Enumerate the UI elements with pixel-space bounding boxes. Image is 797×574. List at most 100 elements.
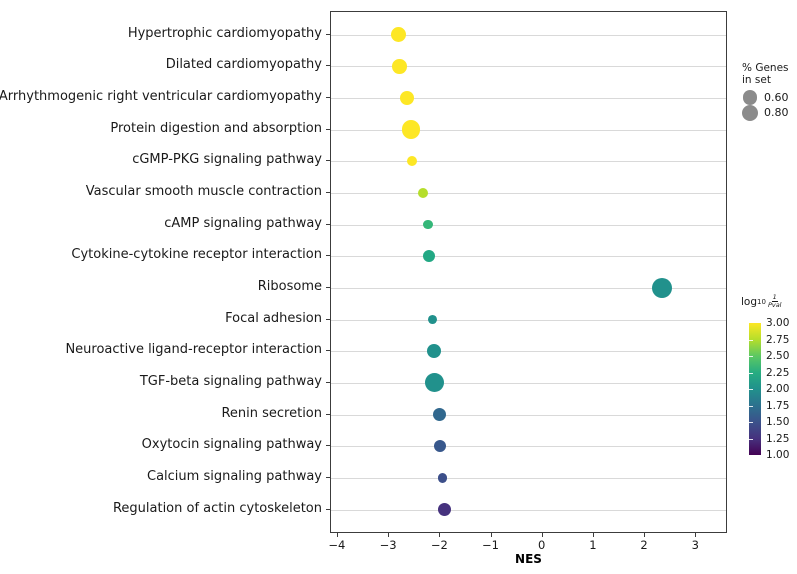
y-axis-label: Arrhythmogenic right ventricular cardiom… bbox=[0, 88, 322, 104]
x-tick-label: 0 bbox=[538, 538, 546, 552]
data-point-bubble bbox=[417, 187, 428, 198]
colorbar-tick-mark bbox=[749, 438, 753, 440]
y-tick-mark bbox=[326, 445, 330, 447]
colorbar-tick-mark bbox=[749, 372, 753, 374]
y-tick-mark bbox=[326, 350, 330, 352]
x-tick-mark bbox=[644, 533, 646, 537]
data-point-bubble bbox=[437, 473, 448, 483]
colorbar-tick-label: 1.50 bbox=[766, 416, 790, 428]
colorbar-tick-mark bbox=[749, 356, 753, 357]
gridline bbox=[331, 477, 726, 479]
plot-area bbox=[330, 11, 727, 533]
colorbar-title-denominator: Pval bbox=[767, 301, 782, 309]
size-legend-title-line1: % Genes bbox=[742, 62, 789, 74]
data-point-bubble bbox=[438, 503, 452, 517]
y-tick-mark bbox=[326, 223, 330, 225]
colorbar-tick-label: 1.75 bbox=[766, 399, 790, 412]
y-axis-label: Hypertrophic cardiomyopathy bbox=[127, 25, 322, 41]
colorbar-tick-mark bbox=[749, 389, 753, 390]
gridline bbox=[331, 161, 726, 163]
gridline bbox=[331, 414, 726, 416]
y-tick-mark bbox=[326, 508, 330, 510]
colorbar-title-fraction: 1 Pval bbox=[768, 294, 782, 309]
x-tick-label: −4 bbox=[328, 538, 346, 552]
colorbar-tick-mark bbox=[749, 422, 753, 423]
x-tick-mark bbox=[439, 533, 441, 537]
data-point-bubble bbox=[407, 156, 418, 167]
colorbar-title-numerator: 1 bbox=[771, 293, 778, 302]
colorbar-tick-label: 2.00 bbox=[766, 383, 790, 395]
y-axis-label: Cytokine-cytokine receptor interaction bbox=[71, 247, 322, 263]
gridline bbox=[331, 192, 726, 194]
data-point-bubble bbox=[434, 440, 447, 453]
gridline bbox=[331, 509, 726, 511]
x-tick-label: 1 bbox=[589, 538, 597, 552]
data-point-bubble bbox=[432, 407, 446, 422]
gridline bbox=[331, 382, 726, 384]
y-tick-mark bbox=[326, 128, 330, 130]
y-tick-mark bbox=[326, 255, 330, 257]
x-tick-mark bbox=[490, 533, 492, 537]
gridline bbox=[331, 287, 726, 289]
gridline bbox=[331, 34, 726, 36]
data-point-bubble bbox=[423, 219, 433, 230]
y-tick-mark bbox=[326, 286, 330, 288]
y-tick-mark bbox=[326, 65, 330, 67]
data-point-bubble bbox=[425, 373, 445, 393]
gridline bbox=[331, 446, 726, 448]
y-tick-mark bbox=[326, 160, 330, 162]
gridline bbox=[331, 224, 726, 226]
y-axis-label: cGMP-PKG signaling pathway bbox=[132, 152, 322, 168]
y-tick-mark bbox=[326, 476, 330, 478]
gridline bbox=[331, 129, 726, 131]
data-point-bubble bbox=[426, 344, 441, 359]
y-axis-label: Focal adhesion bbox=[225, 310, 322, 326]
y-axis-label: Ribosome bbox=[257, 278, 322, 294]
y-tick-mark bbox=[326, 381, 330, 383]
size-legend-circle bbox=[742, 90, 758, 105]
size-legend-label-060: 0.60 bbox=[764, 91, 789, 104]
colorbar-tick-label: 1.25 bbox=[766, 432, 790, 445]
y-tick-mark bbox=[326, 33, 330, 35]
colorbar-tick-mark bbox=[749, 405, 753, 407]
y-axis-label: Protein digestion and absorption bbox=[110, 120, 322, 136]
colorbar-tick-label: 2.75 bbox=[766, 333, 790, 346]
y-tick-mark bbox=[326, 413, 330, 415]
colorbar-tick-label: 2.50 bbox=[766, 350, 790, 362]
x-tick-mark bbox=[336, 533, 338, 537]
colorbar-tick-label: 1.00 bbox=[766, 449, 790, 461]
colorbar-tick-label: 2.25 bbox=[766, 366, 790, 379]
colorbar-tick-mark bbox=[749, 339, 753, 341]
x-tick-mark bbox=[695, 533, 697, 537]
x-tick-label: 3 bbox=[691, 538, 699, 552]
gridline bbox=[331, 319, 726, 321]
x-tick-label: −1 bbox=[482, 538, 499, 552]
data-point-bubble bbox=[399, 90, 415, 106]
data-point-bubble bbox=[423, 250, 436, 263]
y-axis-label: Vascular smooth muscle contraction bbox=[85, 183, 322, 199]
gridline bbox=[331, 256, 726, 258]
x-tick-label: −3 bbox=[379, 538, 397, 552]
data-point-bubble bbox=[427, 315, 437, 325]
y-axis-label: TGF-beta signaling pathway bbox=[139, 373, 322, 389]
colorbar-title-log: log bbox=[741, 295, 758, 308]
y-tick-mark bbox=[326, 191, 330, 193]
size-legend-title: % Genes in set bbox=[742, 62, 789, 86]
data-point-bubble bbox=[391, 26, 407, 43]
y-axis-label: Regulation of actin cytoskeleton bbox=[112, 500, 322, 516]
gridline bbox=[331, 66, 726, 68]
colorbar-tick-label: 3.00 bbox=[766, 317, 790, 329]
data-point-bubble bbox=[401, 120, 421, 139]
colorbar-title: log 10 1 Pval bbox=[741, 294, 782, 309]
y-axis-label: Dilated cardiomyopathy bbox=[165, 57, 322, 73]
data-point-bubble bbox=[392, 58, 408, 74]
y-axis-label: Calcium signaling pathway bbox=[147, 468, 322, 484]
data-point-bubble bbox=[651, 277, 673, 299]
x-tick-mark bbox=[592, 533, 594, 537]
y-axis-label: Neuroactive ligand-receptor interaction bbox=[65, 342, 322, 358]
colorbar-title-sub: 10 bbox=[757, 297, 766, 306]
x-tick-label: 2 bbox=[640, 538, 648, 552]
gridline bbox=[331, 97, 726, 99]
size-legend-circle bbox=[741, 104, 759, 122]
